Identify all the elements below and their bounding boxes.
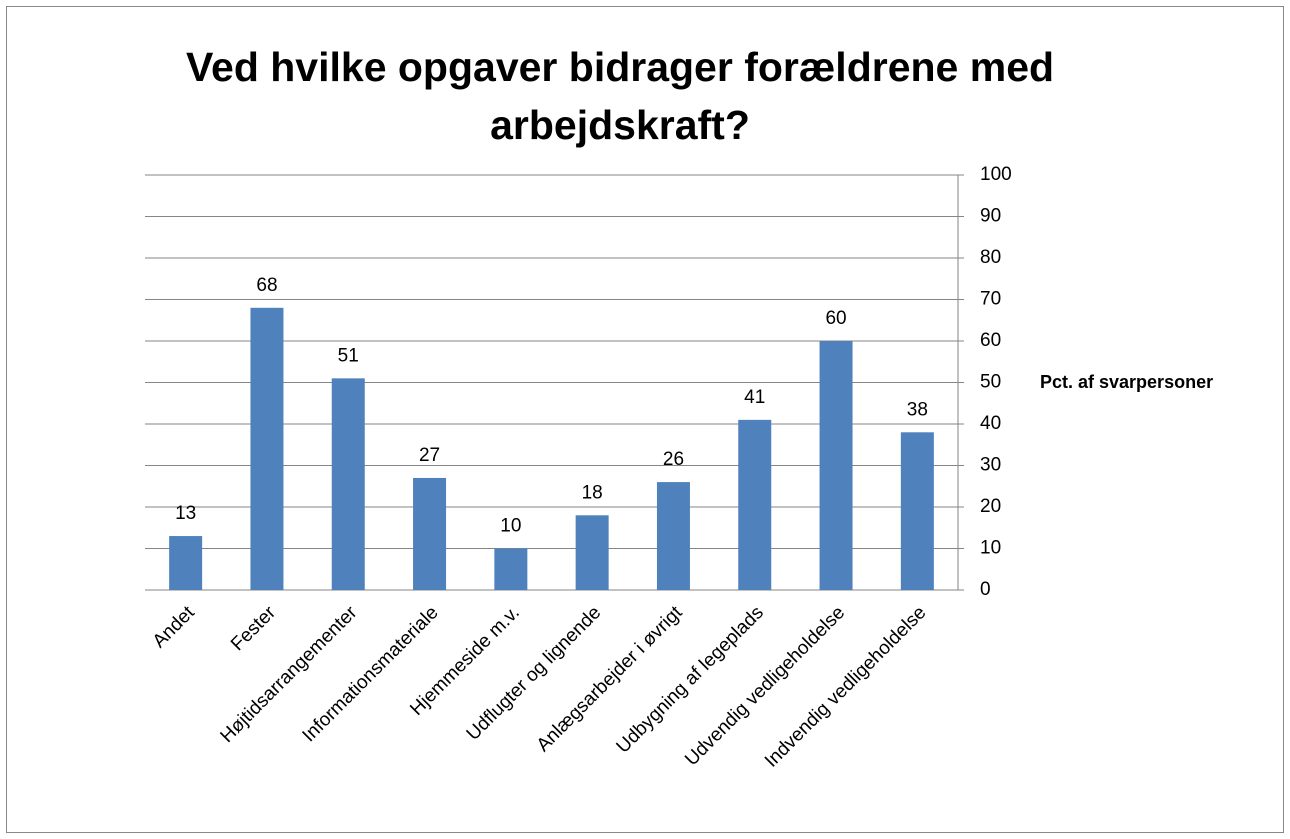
y-tick-label: 50 (980, 372, 1001, 393)
x-tick-label: Udflugter og lignende (463, 602, 606, 745)
y-tick-label: 0 (980, 579, 991, 600)
data-label: 41 (744, 387, 765, 408)
y-axis-label: Pct. af svarpersoner (1040, 372, 1213, 392)
bar (169, 536, 203, 590)
x-tick-label: Anlægsarbejder i øvrigt (533, 602, 687, 756)
bar (413, 477, 447, 590)
data-label: 18 (582, 482, 603, 503)
bar (494, 548, 528, 590)
y-tick-label: 80 (980, 247, 1001, 268)
data-label: 13 (175, 503, 196, 524)
data-label: 27 (419, 445, 440, 466)
data-label: 60 (825, 308, 846, 329)
x-tick-label: Højtidsarrangementer (217, 602, 362, 747)
bar (738, 419, 772, 590)
bar (900, 432, 934, 590)
data-label: 26 (663, 449, 684, 470)
y-tick-label: 20 (980, 496, 1001, 517)
data-label: 51 (338, 345, 359, 366)
x-tick-label: Andet (149, 602, 199, 652)
x-tick-label: Informationsmateriale (299, 602, 443, 746)
x-tick-label: Udbygning af legeplads (613, 602, 768, 757)
bar (575, 515, 609, 590)
chart-title: Ved hvilke opgaver bidrager forældrene m… (185, 44, 1055, 148)
x-tick-label: Fester (227, 602, 280, 655)
y-tick-label: 90 (980, 206, 1001, 227)
y-tick-label: 60 (980, 330, 1001, 351)
y-tick-label: 30 (980, 455, 1001, 476)
y-tick-label: 70 (980, 289, 1001, 310)
y-tick-label: 100 (980, 164, 1012, 185)
x-tick-label: Indvendig vedligeholdelse (761, 602, 930, 771)
data-label: 68 (256, 275, 277, 296)
x-tick-label: Udvendig vedligeholdelse (681, 602, 849, 770)
data-label: 38 (907, 399, 928, 420)
bar (656, 482, 690, 590)
bar (331, 378, 365, 590)
data-label: 10 (500, 516, 521, 537)
bar (819, 341, 853, 590)
chart-frame (6, 6, 1284, 833)
y-tick-label: 40 (980, 413, 1001, 434)
y-tick-label: 10 (980, 538, 1001, 559)
bar (250, 307, 284, 590)
